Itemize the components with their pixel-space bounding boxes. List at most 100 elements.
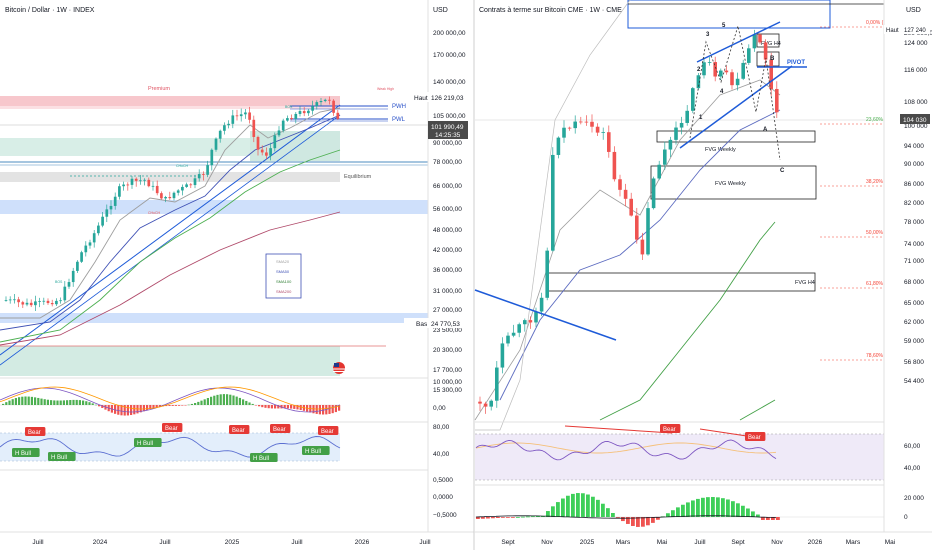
macd-bar bbox=[556, 502, 560, 517]
histogram-bar bbox=[338, 405, 341, 411]
right-axis-label: 56 800 bbox=[904, 359, 924, 366]
candle bbox=[696, 75, 701, 89]
candle bbox=[231, 115, 235, 124]
candle bbox=[80, 252, 83, 262]
left-time-label: Juill bbox=[419, 539, 431, 546]
histogram-bar bbox=[37, 397, 40, 405]
candle bbox=[590, 121, 594, 127]
histogram-bar bbox=[318, 405, 321, 415]
left-oscillator-pane bbox=[0, 386, 341, 416]
histogram-bar bbox=[5, 402, 8, 405]
macd-bar bbox=[646, 517, 650, 526]
right-time-label: 2026 bbox=[808, 539, 823, 546]
fib-label: 38,20% ( bbox=[866, 179, 886, 185]
histogram-bar bbox=[210, 396, 213, 405]
bear-badge bbox=[270, 424, 291, 433]
histogram-bar bbox=[146, 405, 149, 411]
candle bbox=[579, 121, 583, 123]
candle bbox=[92, 233, 96, 243]
histogram-bar bbox=[114, 405, 117, 414]
bos-label-b: BOS bbox=[285, 105, 293, 109]
candle bbox=[551, 154, 555, 251]
histogram-bar bbox=[40, 398, 43, 405]
left-axis-label: 105 000,00 bbox=[433, 113, 466, 120]
histogram-bar bbox=[213, 395, 216, 405]
premium-zone-edge bbox=[0, 106, 340, 109]
candle bbox=[17, 299, 20, 303]
candle bbox=[223, 125, 226, 131]
candle bbox=[758, 34, 762, 43]
candle bbox=[139, 180, 142, 182]
histogram-bar bbox=[171, 405, 174, 406]
candle bbox=[506, 335, 510, 344]
bear-badge-text: Bear bbox=[28, 430, 41, 436]
histogram-bar bbox=[165, 405, 168, 407]
candle bbox=[256, 136, 260, 150]
elliott-wave-labels: 1 2 3 4 5 A B C bbox=[697, 23, 785, 174]
bottom-axis-label: −0,5000 bbox=[433, 512, 457, 519]
candle bbox=[63, 286, 67, 301]
osc-signal-line bbox=[0, 386, 341, 410]
macd-bar bbox=[516, 517, 520, 518]
macd-bar bbox=[571, 493, 575, 517]
candle bbox=[691, 88, 695, 111]
histogram-bar bbox=[50, 400, 53, 405]
histogram-bar bbox=[75, 399, 78, 405]
right-time-label: Nov bbox=[771, 539, 783, 546]
right-axis-label: 54 400 bbox=[904, 378, 924, 385]
candle bbox=[290, 118, 293, 120]
left-time-label: 2025 bbox=[225, 539, 240, 546]
histogram-bar bbox=[149, 405, 152, 410]
histogram-bar bbox=[290, 405, 293, 409]
histogram-bar bbox=[219, 394, 222, 405]
histogram-bar bbox=[66, 400, 69, 405]
macd-bar bbox=[611, 512, 615, 517]
histogram-bar bbox=[174, 405, 177, 406]
osc-axis-label: 0,00 bbox=[433, 405, 446, 412]
candle bbox=[528, 320, 533, 323]
candle bbox=[55, 300, 58, 305]
candle bbox=[319, 101, 323, 103]
left-axis-label: 20 300,00 bbox=[433, 347, 462, 354]
histogram-bar bbox=[158, 405, 161, 407]
left-time-axis[interactable]: Juill 2024 Juill 2025 Juill 2026 Juill bbox=[32, 539, 431, 546]
candle bbox=[302, 111, 306, 114]
left-divergence-badges: Bear Bear Bear Bear Bear H Bull H Bull H Bull H … bbox=[12, 423, 339, 462]
wave-label: 1 bbox=[699, 115, 703, 121]
histogram-bar bbox=[206, 398, 209, 405]
histogram-bar bbox=[334, 405, 337, 413]
right-axis-label: 108 000 bbox=[904, 99, 928, 106]
candle bbox=[185, 184, 188, 187]
histogram-bar bbox=[72, 399, 75, 405]
candle bbox=[38, 301, 41, 302]
right-axis-label: 71 000 bbox=[904, 258, 924, 265]
wave-label: B bbox=[770, 56, 775, 62]
histogram-bar bbox=[222, 394, 225, 405]
candle bbox=[685, 110, 689, 123]
candle bbox=[679, 122, 684, 128]
candle bbox=[311, 106, 314, 111]
right-time-axis[interactable]: Sept Nov 2025 Mars Mai Juill Sept Nov 2026 Mars Ma… bbox=[501, 539, 895, 546]
macd-bar bbox=[586, 494, 590, 517]
macd-bar bbox=[731, 501, 735, 517]
left-moving-averages bbox=[0, 107, 341, 346]
right-axis-label: 78 000 bbox=[904, 219, 924, 226]
fvg-h4-label-top: FVG H4 bbox=[761, 41, 781, 47]
candle bbox=[13, 299, 16, 301]
ma-legend-box bbox=[265, 253, 302, 299]
histogram-bar bbox=[78, 400, 81, 405]
left-axis-label: 27 000,00 bbox=[433, 307, 462, 314]
macd-bar bbox=[651, 517, 655, 523]
candle bbox=[147, 179, 151, 187]
pwl-label: PWL bbox=[392, 117, 406, 123]
macd-bar bbox=[741, 505, 745, 517]
choch-label-b: CHoCH bbox=[148, 211, 161, 215]
macd-bar bbox=[621, 517, 625, 522]
candle bbox=[214, 138, 218, 150]
candle bbox=[105, 209, 109, 217]
candle bbox=[567, 127, 572, 129]
candle bbox=[97, 225, 100, 234]
macd-bar bbox=[736, 503, 740, 517]
